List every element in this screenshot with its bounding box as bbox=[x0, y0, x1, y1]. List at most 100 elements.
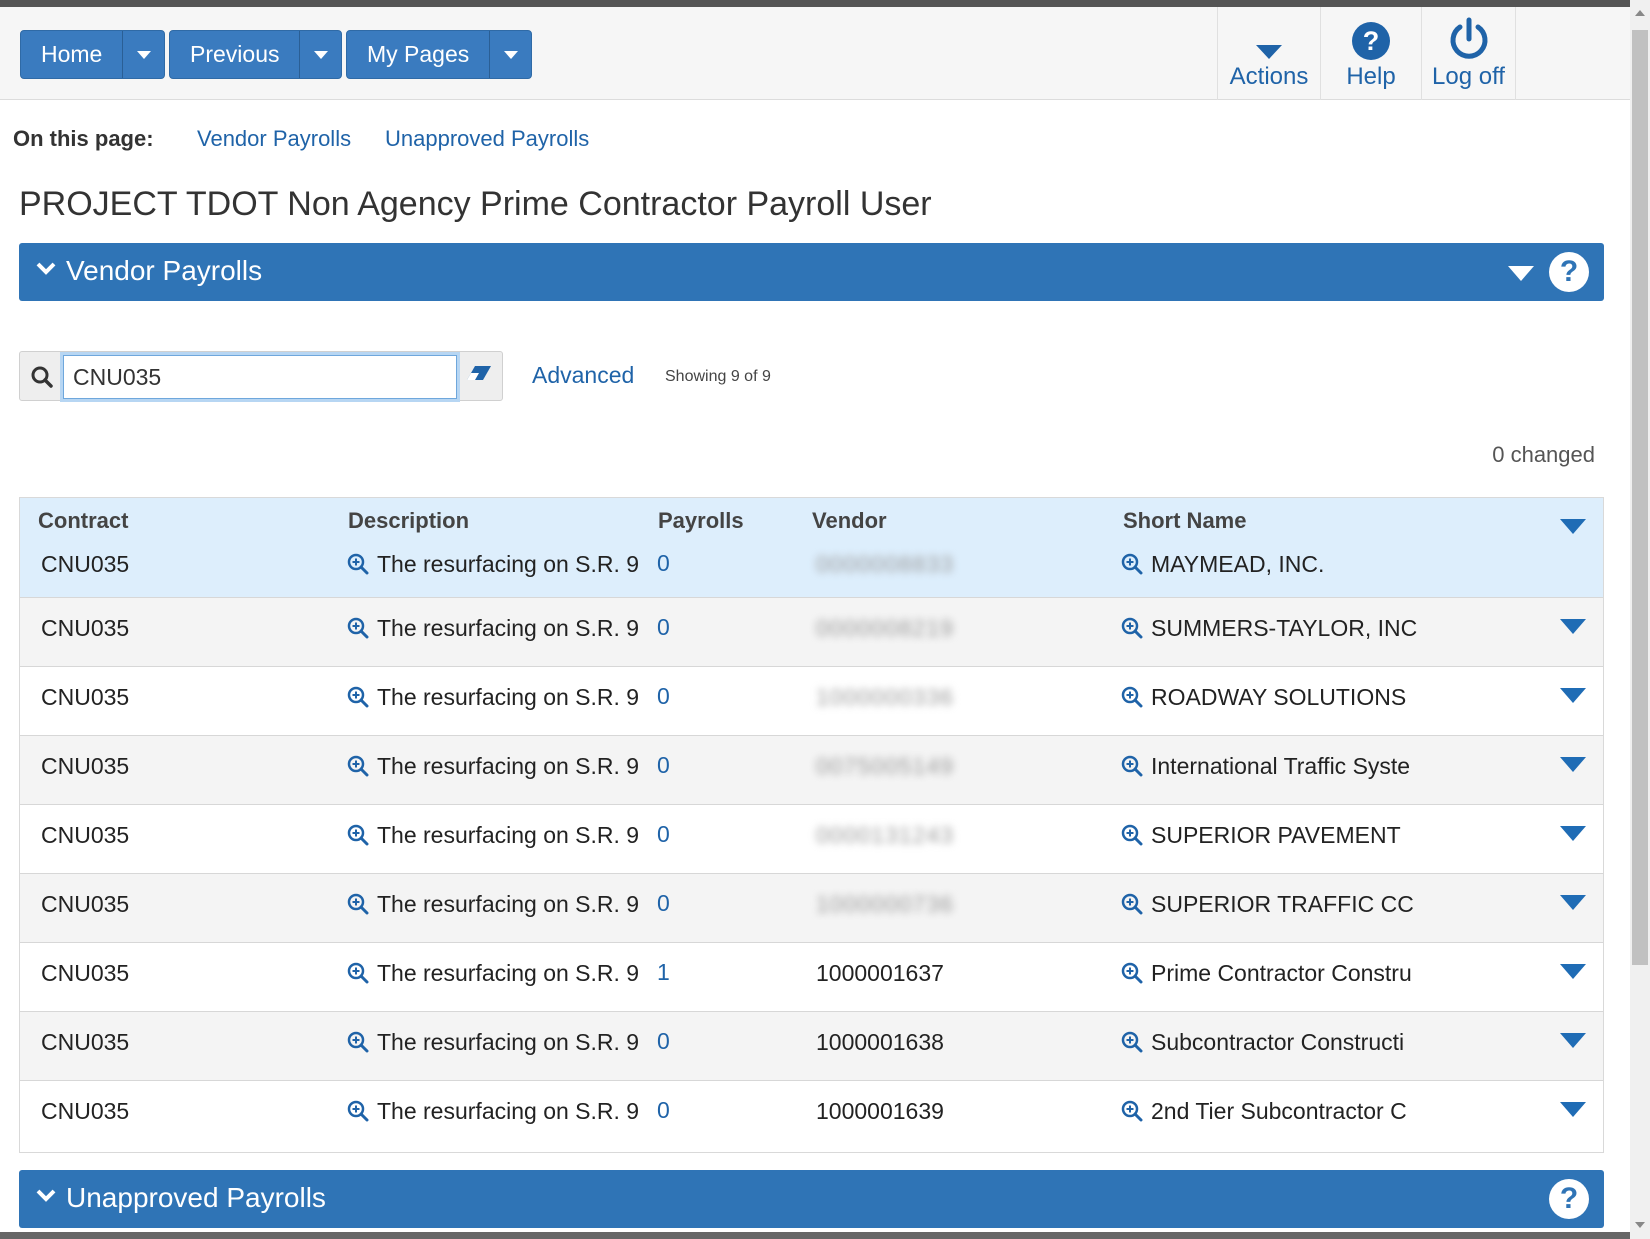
link-unapproved-payrolls[interactable]: Unapproved Payrolls bbox=[385, 126, 590, 151]
cell-description: The resurfacing on S.R. 9 bbox=[347, 822, 657, 852]
actions-button[interactable]: Actions bbox=[1217, 7, 1320, 100]
description-text: The resurfacing on S.R. 9 bbox=[377, 753, 640, 779]
table-row[interactable]: CNU035 The resurfacing on S.R. 9 0 00000088… bbox=[20, 545, 1603, 597]
description-text: The resurfacing on S.R. 9 bbox=[377, 615, 640, 641]
advanced-search-link[interactable]: Advanced bbox=[532, 362, 635, 388]
cell-vendor: 0000008219 bbox=[816, 615, 954, 641]
cell-payrolls-link[interactable]: 0 bbox=[657, 614, 670, 640]
on-this-page-label: On this page: bbox=[13, 126, 154, 151]
help-button[interactable]: ? Help bbox=[1320, 7, 1421, 100]
row-menu-icon[interactable] bbox=[1560, 895, 1586, 910]
table-row[interactable]: CNU035 The resurfacing on S.R. 9 0 00000082… bbox=[20, 597, 1603, 666]
previous-dropdown-button[interactable] bbox=[299, 31, 341, 78]
cell-contract: CNU035 bbox=[41, 684, 130, 710]
cell-short-name: SUMMERS-TAYLOR, INC bbox=[1121, 615, 1421, 645]
row-menu-icon[interactable] bbox=[1560, 964, 1586, 979]
chevron-down-icon bbox=[503, 50, 518, 59]
section-help-icon[interactable]: ? bbox=[1549, 1179, 1589, 1219]
cell-payrolls-link[interactable]: 0 bbox=[657, 1097, 670, 1123]
link-vendor-payrolls[interactable]: Vendor Payrolls bbox=[197, 126, 352, 151]
chevron-down-icon[interactable] bbox=[35, 260, 57, 281]
row-menu-icon[interactable] bbox=[1560, 688, 1586, 703]
zoom-in-icon[interactable] bbox=[1121, 617, 1143, 645]
previous-button-group: Previous bbox=[169, 30, 343, 79]
row-menu-icon[interactable] bbox=[1560, 826, 1586, 841]
table-row[interactable]: CNU035 The resurfacing on S.R. 9 1 10000016… bbox=[20, 942, 1603, 1011]
on-this-page-nav: On this page: Vendor Payrolls Unapproved… bbox=[13, 126, 589, 152]
vendor-payrolls-header[interactable]: Vendor Payrolls ? bbox=[19, 243, 1604, 301]
section-help-icon[interactable]: ? bbox=[1549, 252, 1589, 292]
zoom-in-icon[interactable] bbox=[1121, 755, 1143, 783]
cell-vendor: 1000000736 bbox=[816, 891, 954, 917]
short-name-text: SUMMERS-TAYLOR, INC bbox=[1151, 615, 1418, 641]
unapproved-payrolls-header[interactable]: Unapproved Payrolls ? bbox=[19, 1170, 1604, 1228]
cell-short-name: MAYMEAD, INC. bbox=[1121, 551, 1421, 581]
column-header-payrolls[interactable]: Payrolls bbox=[658, 508, 744, 533]
my-pages-button[interactable]: My Pages bbox=[367, 41, 470, 67]
row-menu-icon[interactable] bbox=[1560, 1033, 1586, 1048]
search-input[interactable] bbox=[60, 352, 460, 402]
table-row[interactable]: CNU035 The resurfacing on S.R. 9 0 10000016… bbox=[20, 1080, 1603, 1149]
zoom-in-icon[interactable] bbox=[1121, 893, 1143, 921]
cell-payrolls-link[interactable]: 0 bbox=[657, 683, 670, 709]
eraser-icon[interactable] bbox=[466, 364, 492, 389]
row-menu-icon[interactable] bbox=[1560, 757, 1586, 772]
zoom-in-icon[interactable] bbox=[347, 824, 369, 852]
column-header-contract[interactable]: Contract bbox=[38, 508, 129, 533]
actions-label: Actions bbox=[1229, 63, 1309, 90]
description-text: The resurfacing on S.R. 9 bbox=[377, 891, 640, 917]
scrollbar-thumb[interactable] bbox=[1632, 30, 1648, 965]
column-header-description[interactable]: Description bbox=[348, 508, 470, 533]
zoom-in-icon[interactable] bbox=[347, 755, 369, 783]
cell-payrolls-link[interactable]: 0 bbox=[657, 890, 670, 916]
description-text: The resurfacing on S.R. 9 bbox=[377, 1098, 640, 1124]
search-icon bbox=[30, 365, 54, 394]
column-header-vendor[interactable]: Vendor bbox=[812, 508, 887, 533]
column-header-short-name[interactable]: Short Name bbox=[1123, 508, 1247, 533]
zoom-in-icon[interactable] bbox=[347, 686, 369, 714]
home-dropdown-button[interactable] bbox=[122, 31, 164, 78]
cell-short-name: SUPERIOR TRAFFIC CC bbox=[1121, 891, 1421, 921]
zoom-in-icon[interactable] bbox=[347, 1100, 369, 1128]
zoom-in-icon[interactable] bbox=[1121, 962, 1143, 990]
logoff-button[interactable]: Log off bbox=[1421, 7, 1516, 100]
table-row[interactable]: CNU035 The resurfacing on S.R. 9 0 10000016… bbox=[20, 1011, 1603, 1080]
my-pages-button-group: My Pages bbox=[346, 30, 533, 79]
zoom-in-icon[interactable] bbox=[1121, 686, 1143, 714]
home-button[interactable]: Home bbox=[41, 41, 103, 67]
table-row[interactable]: CNU035 The resurfacing on S.R. 9 0 00750051… bbox=[20, 735, 1603, 804]
my-pages-dropdown-button[interactable] bbox=[489, 31, 531, 78]
previous-button[interactable]: Previous bbox=[190, 41, 280, 67]
cell-vendor: 1000001638 bbox=[816, 1029, 944, 1055]
zoom-in-icon[interactable] bbox=[347, 617, 369, 645]
cell-contract: CNU035 bbox=[41, 960, 130, 986]
row-menu-icon[interactable] bbox=[1560, 619, 1586, 634]
table-row[interactable]: CNU035 The resurfacing on S.R. 9 0 10000007… bbox=[20, 873, 1603, 942]
zoom-in-icon[interactable] bbox=[347, 962, 369, 990]
cell-payrolls-link[interactable]: 0 bbox=[657, 1028, 670, 1054]
cell-short-name: Subcontractor Constructi bbox=[1121, 1029, 1421, 1059]
row-menu-icon[interactable] bbox=[1560, 1102, 1586, 1117]
zoom-in-icon[interactable] bbox=[1121, 553, 1143, 581]
cell-payrolls-link[interactable]: 0 bbox=[657, 752, 670, 778]
zoom-in-icon[interactable] bbox=[347, 893, 369, 921]
zoom-in-icon[interactable] bbox=[347, 553, 369, 581]
scroll-up-icon[interactable] bbox=[1635, 10, 1645, 16]
page-title: PROJECT TDOT Non Agency Prime Contractor… bbox=[19, 185, 932, 223]
cell-contract: CNU035 bbox=[41, 891, 130, 917]
zoom-in-icon[interactable] bbox=[1121, 824, 1143, 852]
table-row[interactable]: CNU035 The resurfacing on S.R. 9 0 00001312… bbox=[20, 804, 1603, 873]
table-row[interactable]: CNU035 The resurfacing on S.R. 9 0 10000003… bbox=[20, 666, 1603, 735]
zoom-in-icon[interactable] bbox=[1121, 1100, 1143, 1128]
vertical-scrollbar[interactable] bbox=[1630, 0, 1650, 1239]
scroll-down-icon[interactable] bbox=[1635, 1222, 1645, 1228]
cell-payrolls-link[interactable]: 0 bbox=[657, 821, 670, 847]
zoom-in-icon[interactable] bbox=[347, 1031, 369, 1059]
cell-payrolls-link[interactable]: 1 bbox=[657, 959, 670, 985]
cell-payrolls-link[interactable]: 0 bbox=[657, 550, 670, 576]
zoom-in-icon[interactable] bbox=[1121, 1031, 1143, 1059]
table-menu-icon[interactable] bbox=[1560, 519, 1586, 534]
chevron-down-icon[interactable] bbox=[35, 1187, 57, 1208]
section-menu-icon[interactable] bbox=[1508, 266, 1534, 281]
cell-vendor: 1000001637 bbox=[816, 960, 944, 986]
